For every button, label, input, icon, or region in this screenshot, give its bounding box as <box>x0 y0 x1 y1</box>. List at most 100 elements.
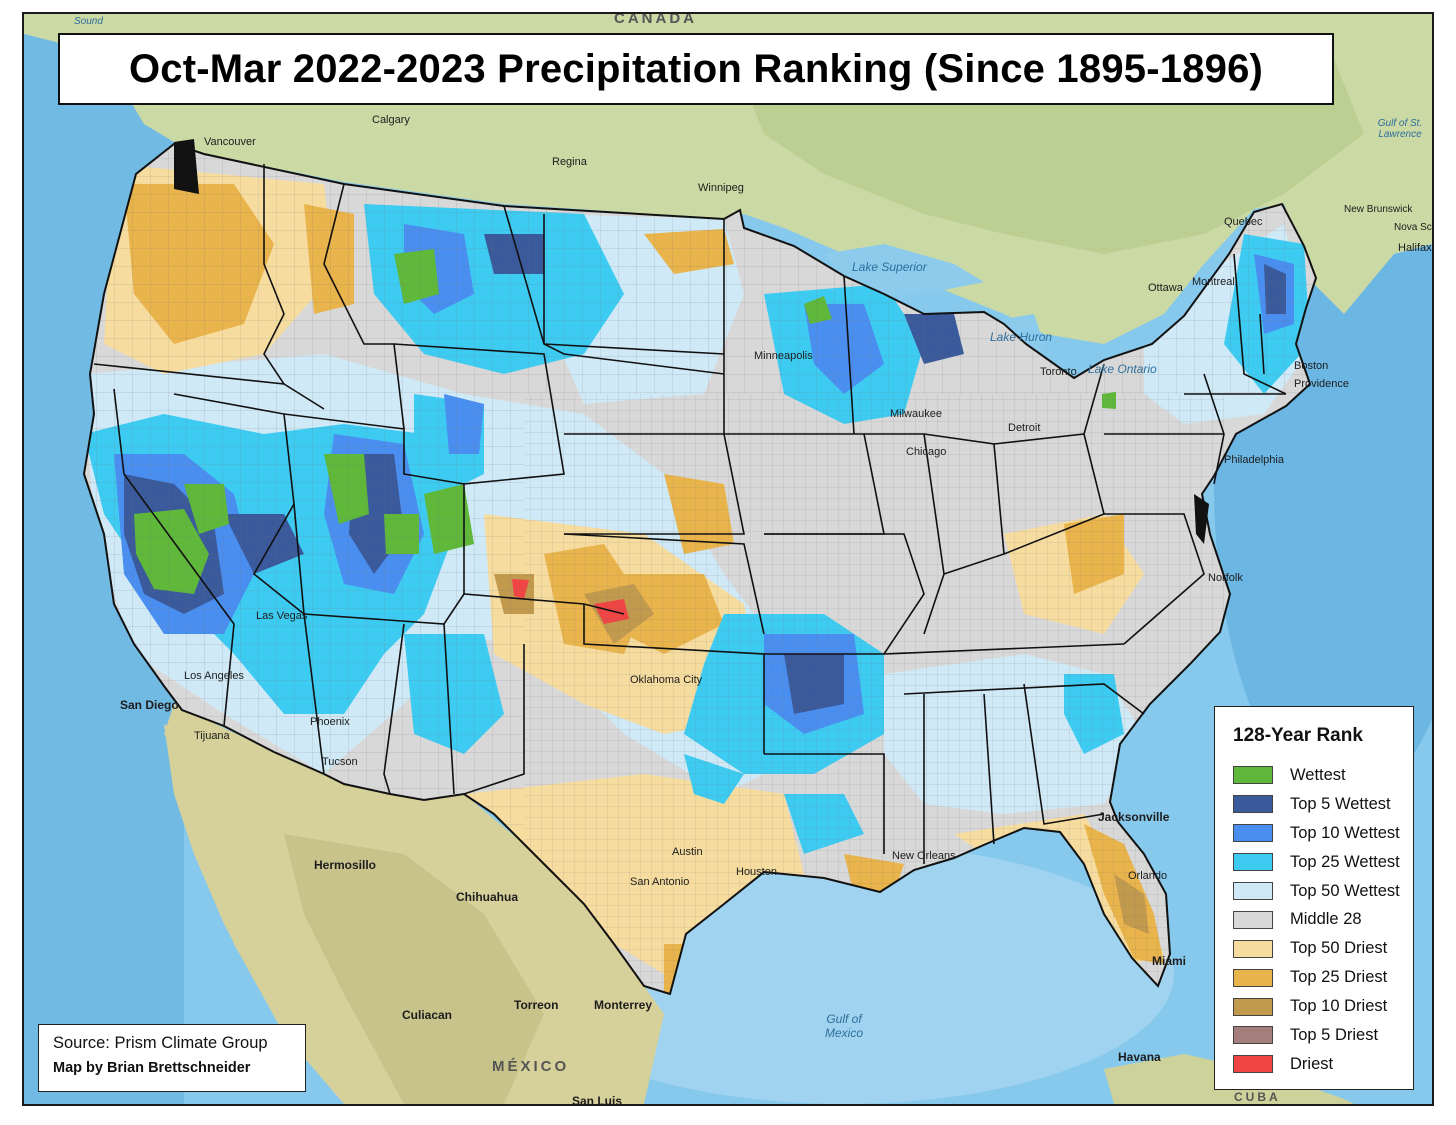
minneapolis-label: Minneapolis <box>754 350 813 362</box>
legend-label: Top 10 Wettest <box>1290 823 1400 842</box>
legend-label: Top 25 Wettest <box>1290 852 1400 871</box>
map-frame: CANADA MÉXICO Gulf of Mexico Lake Superi… <box>22 12 1434 1106</box>
new-brunswick-label: New Brunswick <box>1344 204 1413 215</box>
las-vegas-label: Las Vegas <box>256 610 308 622</box>
los-angeles-label: Los Angeles <box>184 670 244 682</box>
gulf-of-mexico-label: Gulf of Mexico <box>824 1012 863 1040</box>
legend-label: Wettest <box>1290 765 1346 784</box>
toronto-label: Toronto <box>1040 366 1077 378</box>
legend-item: Top 50 Driest <box>1233 934 1399 963</box>
map-author-credit: Map by Brian Brettschneider <box>53 1060 251 1076</box>
legend-label: Driest <box>1290 1054 1334 1073</box>
legend-label: Middle 28 <box>1290 910 1362 929</box>
mexico-highlands <box>284 834 544 1104</box>
sound-label: Sound <box>74 16 103 27</box>
havana-label: Havana <box>1118 1050 1161 1064</box>
legend-swatch <box>1233 910 1273 929</box>
legend-item: Top 10 Wettest <box>1233 819 1400 848</box>
legend-item: Top 10 Driest <box>1233 992 1399 1021</box>
legend-label: Top 5 Wettest <box>1290 794 1391 813</box>
new-orleans-label: New Orleans <box>892 850 956 862</box>
legend-swatch <box>1233 939 1273 958</box>
norfolk-label: Norfolk <box>1208 572 1243 584</box>
legend-label: Top 50 Driest <box>1290 939 1388 958</box>
legend-swatch <box>1233 766 1273 785</box>
tijuana-label: Tijuana <box>194 730 230 742</box>
chihuahua-label: Chihuahua <box>456 890 518 904</box>
legend-item: Driest <box>1233 1050 1399 1079</box>
chicago-label: Chicago <box>906 446 947 458</box>
houston-label: Houston <box>736 866 777 878</box>
halifax-label: Halifax <box>1398 242 1432 254</box>
san-luis-label: San Luis <box>572 1094 623 1106</box>
legend-swatch <box>1233 795 1273 814</box>
legend-item: Top 50 Wettest <box>1233 877 1400 906</box>
san-diego-label: San Diego <box>120 698 179 712</box>
legend-label: Top 50 Wettest <box>1290 881 1400 900</box>
orlando-label: Orlando <box>1128 870 1168 882</box>
hermosillo-label: Hermosillo <box>314 858 377 872</box>
baja-california <box>164 724 274 989</box>
legend-item: Top 5 Driest <box>1233 1021 1399 1050</box>
monterrey-label: Monterrey <box>594 998 653 1012</box>
legend-item: Top 25 Driest <box>1233 963 1399 992</box>
canada-label: CANADA <box>614 12 697 27</box>
winnipeg-label: Winnipeg <box>698 182 744 194</box>
detroit-label: Detroit <box>1008 422 1041 434</box>
legend-label: Top 5 Driest <box>1290 1025 1379 1044</box>
legend-swatch <box>1233 997 1273 1016</box>
legend-swatch <box>1233 853 1273 872</box>
jacksonville-label: Jacksonville <box>1098 810 1170 824</box>
lake-huron-label: Lake Huron <box>990 330 1053 344</box>
puget-sound <box>174 139 199 194</box>
us-ranking-layer <box>84 144 1316 994</box>
legend-label: Top 10 Driest <box>1290 997 1388 1016</box>
culiacan-label: Culiacan <box>402 1008 453 1022</box>
quebec-label: Quebec <box>1224 216 1263 228</box>
legend-item: Top 25 Wettest <box>1233 848 1400 877</box>
phoenix-label: Phoenix <box>310 716 350 728</box>
montreal-label: Montreal <box>1192 276 1235 288</box>
vancouver-label: Vancouver <box>204 136 256 148</box>
legend-swatch <box>1233 824 1273 843</box>
map-title: Oct-Mar 2022-2023 Precipitation Ranking … <box>128 46 1264 91</box>
lake-superior-label: Lake Superior <box>852 260 927 274</box>
torreon-label: Torreon <box>514 998 559 1012</box>
legend-item: Middle 28 <box>1233 905 1399 934</box>
legend-items: Wettest Top 5 Wettest Top 10 Wettest Top… <box>1233 761 1400 1079</box>
legend-swatch <box>1233 1055 1273 1074</box>
legend-swatch <box>1233 882 1273 900</box>
philadelphia-label: Philadelphia <box>1224 454 1284 466</box>
legend-label: Top 25 Driest <box>1290 968 1388 987</box>
legend-item: Top 5 Wettest <box>1233 790 1399 819</box>
legend-title: 128-Year Rank <box>1233 725 1363 746</box>
austin-label: Austin <box>672 846 703 858</box>
providence-label: Providence <box>1294 378 1350 390</box>
legend-swatch <box>1233 1026 1273 1045</box>
legend-item: Wettest <box>1233 761 1399 790</box>
us-outline <box>82 142 1318 996</box>
state-borders <box>93 164 1287 864</box>
ottawa-label: Ottawa <box>1148 282 1183 294</box>
lake-superior <box>824 244 984 296</box>
map-title-box: Oct-Mar 2022-2023 Precipitation Ranking … <box>58 33 1334 105</box>
chesapeake-bay <box>1194 494 1209 544</box>
san-antonio-label: San Antonio <box>630 876 690 888</box>
milwaukee-label: Milwaukee <box>890 408 942 420</box>
miami-label: Miami <box>1152 954 1187 968</box>
oklahoma-city-label: Oklahoma City <box>630 674 703 686</box>
lake-ontario-label: Lake Ontario <box>1088 362 1157 376</box>
calgary-label: Calgary <box>372 114 410 126</box>
nova-scotia-label: Nova Scotia <box>1394 222 1432 233</box>
legend: 128-Year Rank Wettest Top 5 Wettest Top … <box>1214 706 1414 1090</box>
gulf-st-lawrence-label: Gulf of St. Lawrence <box>1377 118 1423 140</box>
tucson-label: Tucson <box>322 756 358 768</box>
mexico-label: MÉXICO <box>492 1058 570 1075</box>
precipitation-map <box>24 14 1432 1104</box>
source-credit: Source: Prism Climate Group <box>53 1034 268 1052</box>
cuba-label: CUBA <box>1234 1090 1281 1104</box>
boston-label: Boston <box>1294 360 1329 372</box>
source-box: Source: Prism Climate Group Map by Brian… <box>38 1024 306 1092</box>
legend-swatch <box>1233 968 1273 987</box>
regina-label: Regina <box>552 156 587 168</box>
